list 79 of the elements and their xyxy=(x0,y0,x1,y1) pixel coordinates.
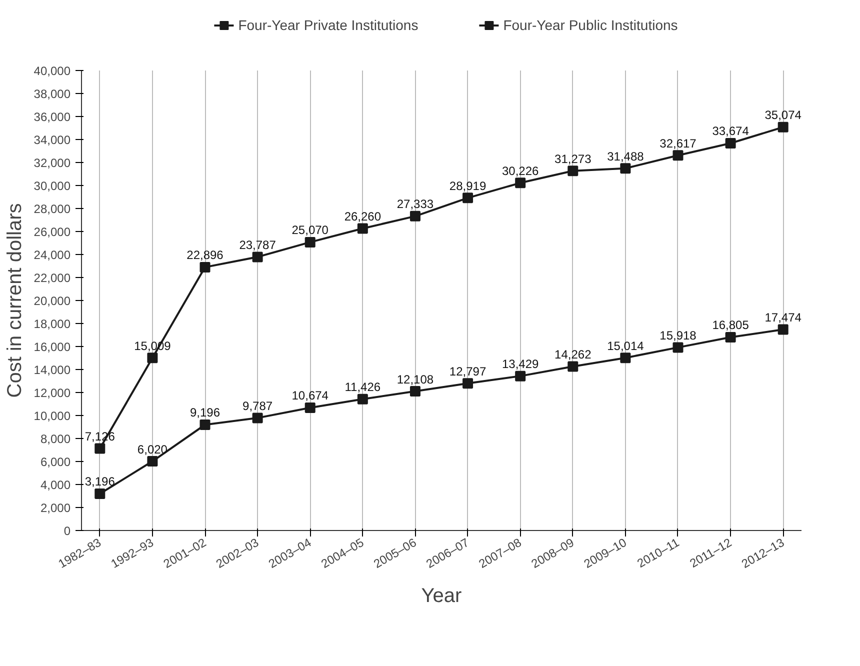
point xyxy=(200,262,210,272)
point xyxy=(94,488,106,499)
y-tick-label: 40,000 xyxy=(34,64,71,78)
data-label: 28,919 xyxy=(449,178,486,193)
y-tick-label: 38,000 xyxy=(34,87,71,101)
data-label: 12,797 xyxy=(449,364,486,378)
y-tick-label: 6,000 xyxy=(40,455,71,469)
point xyxy=(304,236,316,248)
point xyxy=(515,370,526,382)
data-label: 15,918 xyxy=(660,328,697,342)
point xyxy=(672,150,684,161)
data-label: 22,896 xyxy=(186,248,224,262)
y-tick-label: 12,000 xyxy=(34,386,71,400)
point xyxy=(357,394,368,404)
point xyxy=(725,138,736,148)
data-label: 31,273 xyxy=(554,152,592,166)
point xyxy=(410,386,420,397)
point xyxy=(725,332,736,342)
data-label: 23,787 xyxy=(239,238,276,252)
y-tick-label: 4,000 xyxy=(40,478,71,492)
point xyxy=(672,342,684,353)
point xyxy=(147,352,158,364)
data-label: 33,674 xyxy=(712,124,750,138)
data-label: 10,674 xyxy=(292,388,329,403)
point xyxy=(410,210,420,222)
legend-label: Four-Year Private Institutions xyxy=(238,17,418,33)
point xyxy=(568,361,578,372)
point xyxy=(304,402,316,413)
data-label: 25,070 xyxy=(292,223,329,238)
data-label: 31,488 xyxy=(607,149,644,164)
x-axis-title: Year xyxy=(421,584,462,607)
data-label: 9,787 xyxy=(242,398,273,413)
data-label: 35,074 xyxy=(764,108,802,122)
y-tick-label: 28,000 xyxy=(34,202,71,216)
point xyxy=(462,378,474,389)
y-tick-label: 8,000 xyxy=(40,432,71,446)
y-tick-label: 10,000 xyxy=(34,409,71,423)
data-label: 16,805 xyxy=(712,318,750,332)
legend-label: Four-Year Public Institutions xyxy=(503,17,678,33)
data-label: 12,108 xyxy=(396,372,434,386)
data-label: 15,014 xyxy=(607,338,644,353)
y-tick-label: 0 xyxy=(64,524,71,538)
data-label: 17,474 xyxy=(764,310,802,325)
data-label: 26,260 xyxy=(344,210,382,224)
point xyxy=(620,352,631,364)
point xyxy=(252,252,263,262)
data-label: 6,020 xyxy=(137,442,168,456)
y-tick-label: 22,000 xyxy=(34,271,71,285)
y-tick-label: 32,000 xyxy=(34,156,71,170)
y-tick-label: 14,000 xyxy=(34,363,71,377)
data-label: 11,426 xyxy=(344,380,381,394)
point xyxy=(147,456,158,467)
y-tick-label: 36,000 xyxy=(34,110,71,124)
point xyxy=(357,223,368,234)
data-label: 30,226 xyxy=(502,164,540,178)
point xyxy=(252,412,263,424)
point xyxy=(462,192,474,204)
data-label: 13,429 xyxy=(502,357,540,372)
y-tick-label: 34,000 xyxy=(34,133,71,147)
data-label: 9,196 xyxy=(190,406,220,420)
y-tick-label: 16,000 xyxy=(34,340,71,354)
point xyxy=(778,122,788,132)
y-tick-label: 30,000 xyxy=(34,179,71,193)
y-tick-label: 26,000 xyxy=(34,225,71,239)
y-axis-title: Cost in current dollars xyxy=(4,203,26,398)
point xyxy=(778,324,788,335)
point xyxy=(568,166,578,176)
data-label: 3,196 xyxy=(84,474,116,489)
y-tick-label: 20,000 xyxy=(34,294,71,308)
data-label: 32,617 xyxy=(660,136,697,150)
point xyxy=(620,163,631,174)
point xyxy=(200,419,210,430)
y-tick-label: 2,000 xyxy=(40,501,71,515)
y-tick-label: 18,000 xyxy=(34,317,71,331)
data-label: 27,333 xyxy=(396,197,434,212)
y-tick-label: 24,000 xyxy=(34,248,71,262)
data-label: 14,262 xyxy=(554,347,592,362)
point xyxy=(515,178,526,188)
point xyxy=(94,443,106,454)
